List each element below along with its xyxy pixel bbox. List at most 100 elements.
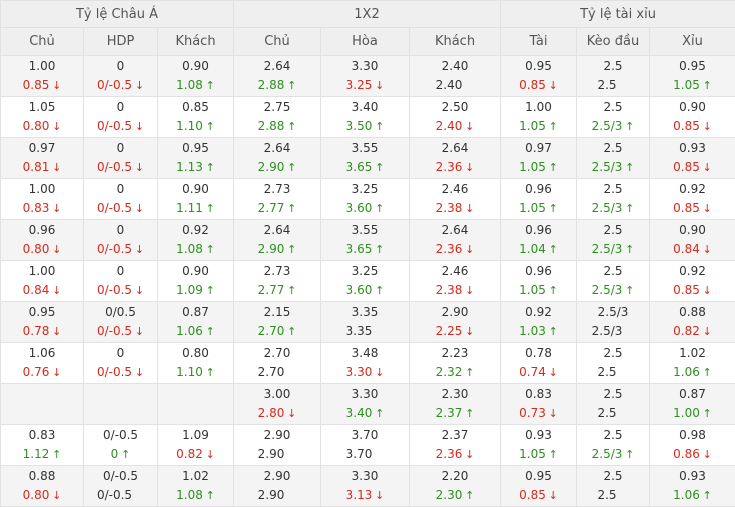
current-value: 1.05 ↑: [501, 158, 576, 177]
current-value-text: 0.85: [673, 201, 700, 215]
current-value: 0.84 ↓: [650, 240, 735, 259]
current-value: 1.06 ↑: [158, 322, 233, 341]
opening-value: 0.83: [28, 428, 56, 442]
opening-value: 0.90: [679, 100, 706, 114]
current-value-text: 2.5/3: [591, 447, 623, 461]
current-value-text: 3.30: [345, 365, 373, 379]
arrow-up-icon: ↑: [287, 120, 297, 133]
opening-value: 0: [116, 223, 125, 237]
opening-value: 2.20: [441, 469, 469, 483]
opening-value: 2.5: [603, 469, 623, 483]
current-value: 2.37 ↑: [410, 404, 500, 423]
current-value-text: 3.35: [345, 324, 373, 338]
opening-value: 3.48: [351, 346, 379, 360]
current-value-text: 0/-0.5: [96, 365, 133, 379]
current-value: 2.40 ↓: [410, 117, 500, 136]
current-value: 2.5: [577, 363, 649, 382]
opening-value: 0.93: [679, 469, 706, 483]
current-value-text: 1.05: [519, 447, 546, 461]
current-value-text: 2.40: [435, 78, 463, 92]
odds-cell-under: 0.93 0.85 ↓: [649, 137, 735, 179]
arrow-down-icon: ↓: [52, 120, 62, 133]
odds-cell-line: 2.5 2.5/3 ↑: [576, 424, 651, 466]
opening-value: 3.30: [351, 469, 379, 483]
current-value-text: 3.50: [345, 119, 373, 133]
arrow-up-icon: ↑: [548, 325, 558, 338]
arrow-up-icon: ↑: [287, 243, 297, 256]
arrow-down-icon: ↓: [52, 243, 62, 256]
current-value-text: 0/-0.5: [96, 488, 133, 502]
arrow-down-icon: ↓: [52, 325, 62, 338]
opening-value: 0.78: [525, 346, 552, 360]
current-value-text: 0/-0.5: [96, 119, 133, 133]
current-value-text: 1.05: [519, 283, 546, 297]
opening-value: 2.30: [441, 387, 469, 401]
odds-cell-hdp: 0 0/-0.5 ↓: [83, 178, 158, 220]
odds-cell-over: 0.96 1.04 ↑: [500, 219, 578, 261]
current-value-text: 0.73: [519, 406, 546, 420]
opening-value: 0.92: [679, 182, 706, 196]
current-value-text: 2.5/3: [591, 283, 623, 297]
opening-value: 2.75: [263, 100, 291, 114]
odds-cell-1x2-away: 2.30 2.37 ↑: [408, 383, 502, 425]
current-value-text: 1.00: [673, 406, 700, 420]
arrow-up-icon: ↑: [702, 489, 712, 502]
odds-cell-line: 2.5 2.5: [576, 383, 651, 425]
opening-value: 1.00: [28, 59, 56, 73]
odds-cell-1x2-away: 2.23 2.32 ↑: [408, 342, 502, 384]
current-value: 2.90 ↑: [234, 240, 320, 259]
arrow-down-icon: ↓: [465, 243, 475, 256]
odds-cell-under: 0.87 1.00 ↑: [649, 383, 735, 425]
odds-cell-over: 0.96 1.05 ↑: [500, 260, 578, 302]
current-value: 0/-0.5 ↓: [84, 199, 157, 218]
arrow-up-icon: ↑: [205, 202, 215, 215]
current-value: 2.5: [577, 404, 649, 423]
current-value-text: 2.37: [435, 406, 463, 420]
odds-cell-line: 2.5 2.5: [576, 342, 651, 384]
current-value: 1.08 ↑: [158, 76, 233, 95]
current-value: 3.65 ↑: [321, 158, 409, 177]
odds-cell-away: 0.90 1.08 ↑: [157, 55, 234, 97]
odds-cell-1x2-home: 2.75 2.88 ↑: [233, 96, 321, 138]
current-value-text: 2.5/3: [591, 324, 623, 338]
current-value: 2.32 ↑: [410, 363, 500, 382]
arrow-up-icon: ↑: [52, 448, 62, 461]
odds-cell-1x2-home: 2.73 2.77 ↑: [233, 178, 321, 220]
current-value-text: 2.32: [435, 365, 463, 379]
opening-value: 0.96: [525, 182, 552, 196]
opening-value: 2.73: [263, 264, 291, 278]
arrow-up-icon: ↑: [465, 489, 475, 502]
opening-value: 2.23: [441, 346, 469, 360]
current-value: 1.10 ↑: [158, 363, 233, 382]
current-value-text: 1.10: [176, 119, 203, 133]
current-value-text: 2.5/3: [591, 242, 623, 256]
current-value-text: 2.5/3: [591, 160, 623, 174]
opening-value: 1.09: [182, 428, 209, 442]
odds-cell-draw: 3.55 3.65 ↑: [320, 219, 410, 261]
arrow-down-icon: ↓: [702, 243, 712, 256]
opening-value: 2.64: [441, 141, 469, 155]
odds-cell-hdp: 0 0/-0.5 ↓: [83, 55, 158, 97]
current-value: 1.08 ↑: [158, 240, 233, 259]
current-value: 2.36 ↓: [410, 445, 500, 464]
odds-cell-draw: 3.55 3.65 ↑: [320, 137, 410, 179]
current-value: 1.00 ↑: [650, 404, 735, 423]
opening-value: 0.95: [182, 141, 209, 155]
current-value: 2.88 ↑: [234, 76, 320, 95]
opening-value: 0: [116, 59, 125, 73]
odds-cell-hdp: 0 0/-0.5 ↓: [83, 260, 158, 302]
odds-cell-home: 0.83 1.12 ↑: [0, 424, 84, 466]
current-value-text: 1.11: [176, 201, 203, 215]
current-value-text: 0.85: [519, 488, 546, 502]
opening-value: 2.15: [263, 305, 291, 319]
current-value: 3.65 ↑: [321, 240, 409, 259]
opening-value: 0: [116, 346, 125, 360]
current-value-text: 1.10: [176, 365, 203, 379]
arrow-up-icon: ↑: [548, 243, 558, 256]
opening-value: 2.90: [263, 428, 291, 442]
current-value: 1.12 ↑: [1, 445, 83, 464]
current-value: 0/-0.5 ↓: [84, 117, 157, 136]
opening-value: 2.64: [263, 59, 291, 73]
opening-value: 2.5: [603, 59, 623, 73]
